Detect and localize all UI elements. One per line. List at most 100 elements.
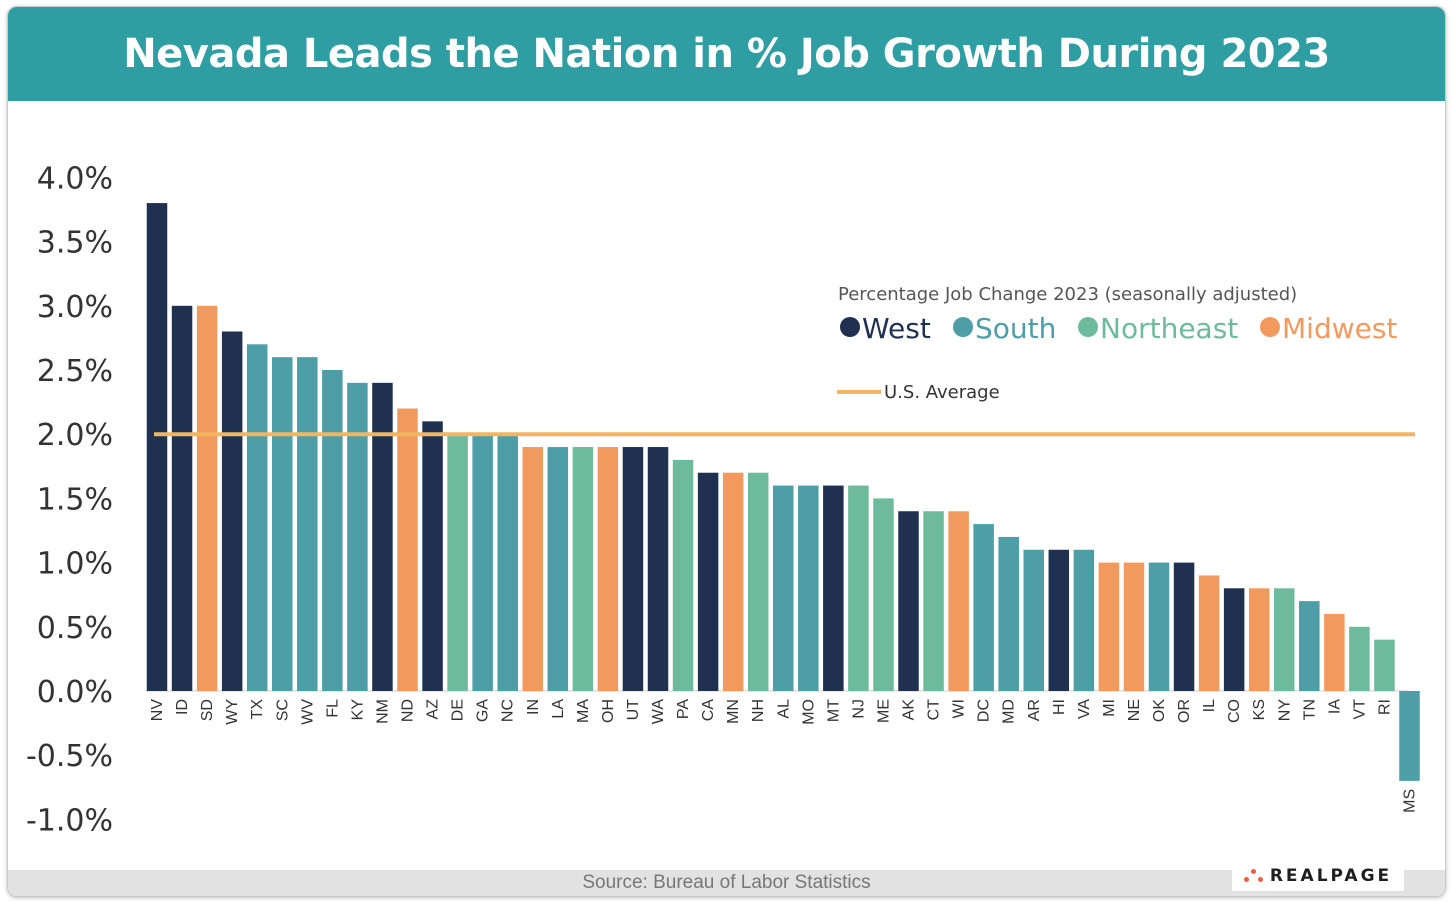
legend-swatch-northeast (1078, 317, 1098, 337)
bar-pa (672, 459, 694, 691)
bar-de (447, 434, 468, 691)
x-tick-label: AR (1026, 699, 1043, 721)
footer-bar: Source: Bureau of Labor Statistics (8, 870, 1445, 896)
bar-wi (948, 511, 969, 691)
legend-label-south: South (975, 312, 1056, 345)
x-tick-label: PA (675, 699, 692, 719)
x-tick-label: OK (1151, 699, 1168, 722)
bar-wa (647, 447, 669, 691)
x-tick-label: VT (1351, 699, 1368, 720)
y-tick-label: 0.0% (37, 675, 113, 710)
bar-me (873, 498, 894, 691)
bar-dc (973, 524, 994, 691)
y-tick-label: -1.0% (26, 803, 113, 838)
y-tick-label: 1.5% (37, 482, 113, 517)
bar-mn (722, 472, 744, 691)
y-tick-label: 3.5% (37, 226, 113, 261)
x-tick-label: OR (1176, 699, 1193, 723)
bar-ma (572, 447, 594, 691)
bar-nc (497, 434, 518, 691)
x-tick-label: IA (1326, 699, 1343, 714)
x-tick-label: SC (274, 699, 291, 721)
x-tick-label: VA (1076, 699, 1093, 719)
logo-text: REALPAGE (1269, 866, 1393, 886)
chart-title: Nevada Leads the Nation in % Job Growth … (123, 31, 1330, 77)
x-tick-label: NC (500, 699, 517, 722)
title-bar: Nevada Leads the Nation in % Job Growth … (8, 7, 1445, 101)
bar-ar (1023, 549, 1044, 691)
x-tick-label: KY (349, 699, 366, 721)
bar-ri (1374, 639, 1395, 691)
bar-vt (1349, 626, 1370, 691)
legend-label-us-average: U.S. Average (884, 382, 1000, 403)
legend-swatch-west (840, 317, 860, 337)
bar-sd (196, 305, 218, 691)
bar-ky (347, 382, 368, 691)
bar-in (522, 447, 543, 691)
x-tick-label: CT (926, 699, 943, 721)
bar-mt (823, 485, 844, 691)
x-tick-label: AK (901, 699, 918, 721)
x-tick-label: GA (475, 699, 492, 722)
x-tick-label: ND (400, 699, 417, 722)
x-tick-label: NH (750, 699, 767, 722)
bar-or (1173, 562, 1195, 691)
bar-ga (472, 434, 493, 691)
source-note: Source: Bureau of Labor Statistics (582, 872, 871, 893)
x-tick-label: CO (1226, 699, 1243, 723)
x-tick-label: WV (299, 699, 316, 725)
bar-tn (1299, 601, 1320, 691)
x-tick-label: TN (1301, 699, 1318, 720)
bar-ny (1274, 588, 1295, 691)
bar-id (171, 305, 193, 691)
x-tick-label: CA (700, 699, 717, 722)
legend-label-west: West (862, 312, 931, 345)
x-tick-label: MN (725, 699, 742, 724)
bar-ks (1248, 588, 1270, 691)
x-tick-label: ID (174, 699, 191, 715)
y-tick-label: 0.5% (37, 611, 113, 646)
x-tick-label: RI (1376, 699, 1393, 715)
bar-oh (597, 447, 619, 691)
x-tick-label: IL (1201, 699, 1218, 712)
y-tick-label: 4.0% (37, 161, 113, 196)
bar-md (998, 536, 1019, 691)
bar-va (1073, 549, 1095, 691)
x-tick-label: MO (800, 699, 817, 725)
legend-label-midwest: Midwest (1282, 312, 1397, 345)
legend-swatch-midwest (1260, 317, 1280, 337)
bar-ct (923, 511, 944, 691)
legend-swatch-south (953, 317, 973, 337)
bar-ms (1399, 691, 1420, 781)
y-tick-label: 3.0% (37, 290, 113, 325)
bar-co (1223, 588, 1245, 691)
x-tick-label: DC (976, 699, 993, 722)
bar-al (773, 485, 794, 691)
x-tick-label: ME (875, 699, 892, 723)
y-tick-label: 1.0% (37, 547, 113, 582)
bar-ak (898, 511, 919, 691)
x-tick-label: NY (1276, 699, 1293, 722)
x-tick-label: OH (600, 699, 617, 723)
realpage-logo: REALPAGE (1232, 861, 1404, 891)
x-tick-label: WA (650, 699, 667, 725)
x-tick-label: MS (1402, 789, 1419, 813)
bar-az (422, 421, 443, 691)
bar-hi (1048, 549, 1070, 691)
x-tick-label: IN (525, 699, 542, 715)
logo-dots-icon (1243, 869, 1264, 883)
x-tick-label: HI (1051, 699, 1068, 715)
x-tick-label: MI (1101, 699, 1118, 717)
x-tick-label: TX (249, 699, 266, 720)
x-tick-label: MT (825, 699, 842, 722)
x-tick-label: LA (550, 699, 567, 719)
x-tick-label: MD (1001, 699, 1018, 724)
bar-la (547, 447, 569, 691)
bar-nv (146, 203, 168, 691)
x-tick-label: DE (450, 699, 467, 721)
x-tick-label: MA (575, 699, 592, 723)
x-tick-label: WI (951, 699, 968, 719)
x-tick-label: KS (1251, 699, 1268, 720)
bar-wv (297, 357, 318, 691)
bar-mo (798, 485, 819, 691)
